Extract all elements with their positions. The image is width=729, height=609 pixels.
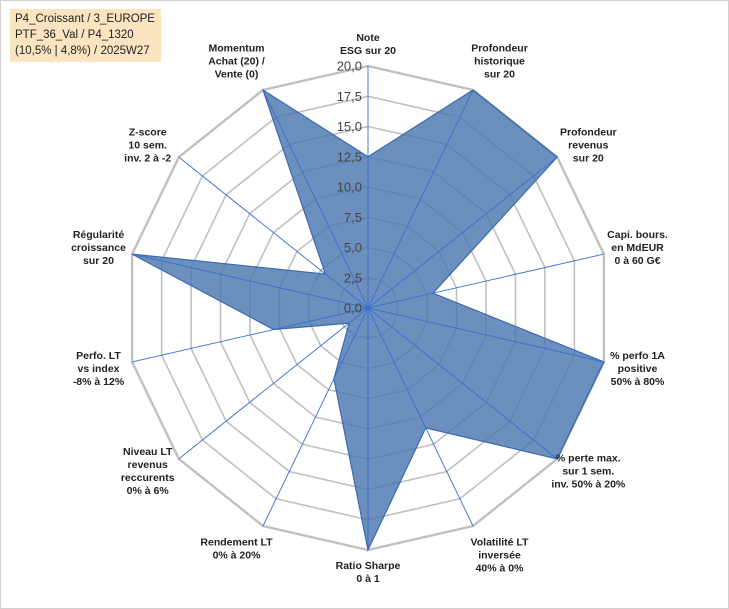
- axis-label-line: Rendement LT: [200, 537, 273, 549]
- axis-label-line: inv. 2 à -2: [124, 153, 171, 165]
- axis-label-line: sur 20: [573, 153, 604, 165]
- spoke-line: [367, 307, 558, 460]
- axis-label-line: % perte max.: [556, 453, 621, 465]
- axis-label-line: Profondeur: [560, 127, 617, 139]
- tick-label: 10,0: [337, 180, 362, 195]
- tick-label: 0,0: [344, 301, 362, 316]
- axis-label-line: Volatilité LT: [471, 537, 530, 549]
- axis-label: Momentum Achat (20) / Vente (0): [208, 42, 265, 80]
- axis-label: Profondeur historique sur 20: [471, 42, 528, 80]
- spoke-line: [367, 89, 474, 309]
- info-box: P4_Croissant / 3_EUROPE PTF_36_Val / P4_…: [10, 9, 161, 62]
- axis-label-line: positive: [618, 363, 658, 375]
- axis-label: Capi. bours. en MdEUR 0 à 60 G€: [607, 229, 668, 267]
- axis-label-line: 10 sem.: [128, 140, 167, 152]
- axis-label-line: ESG sur 20: [340, 45, 396, 57]
- axis-label-line: Régularité: [73, 229, 125, 241]
- spoke-line: [367, 307, 605, 363]
- spoke-line: [367, 307, 474, 527]
- tick-label: 20,0: [337, 59, 362, 74]
- axis-label-line: revenus: [568, 140, 608, 152]
- axis-label-line: Achat (20) /: [208, 55, 265, 67]
- tick-label: 17,5: [337, 89, 362, 104]
- axis-label-line: Ratio Sharpe: [336, 560, 401, 572]
- axis-label-line: inversée: [478, 550, 521, 562]
- spoke-line: [178, 307, 369, 460]
- axis-label: Rendement LT 0% à 20%: [200, 537, 273, 562]
- spoke-line: [178, 156, 369, 309]
- spoke-line: [262, 89, 369, 309]
- axis-label-line: reccurents: [121, 472, 175, 484]
- axis-label-line: sur 1 sem.: [562, 466, 614, 478]
- tick-label: 15,0: [337, 119, 362, 134]
- axis-label: Volatilité LT inversée 40% à 0%: [471, 537, 530, 575]
- axis-label: Perfo. LT vs index -8% à 12%: [73, 350, 125, 388]
- axis-label-line: Capi. bours.: [607, 229, 668, 241]
- axis-label-line: 40% à 0%: [476, 563, 525, 575]
- info-line-1: P4_Croissant / 3_EUROPE: [15, 13, 155, 25]
- axis-label-line: croissance: [71, 242, 126, 254]
- axis-label-line: Note: [356, 32, 379, 44]
- tick-label: 12,5: [337, 149, 362, 164]
- spokes: [131, 66, 605, 550]
- axis-label-line: vs index: [77, 363, 119, 375]
- tick-label: 5,0: [344, 240, 362, 255]
- tick-label: 7,5: [344, 210, 362, 225]
- tick-labels: 0,0 2,5 5,0 7,5 10,0 12,5 15,0 17,5 20,0: [337, 59, 362, 316]
- axis-label-line: historique: [474, 55, 525, 67]
- axis-label-line: 0 à 60 G€: [614, 255, 660, 267]
- info-line-3: (10,5% | 4,8%) / 2025W27: [15, 45, 150, 57]
- axis-label: % perfo 1A positive 50% à 80%: [610, 350, 665, 388]
- axis-label-line: Niveau LT: [123, 446, 173, 458]
- axis-label-line: sur 20: [83, 255, 114, 267]
- axis-label-line: Vente (0): [215, 68, 259, 80]
- info-line-2: PTF_36_Val / P4_1320: [15, 29, 134, 41]
- spoke-line: [367, 253, 605, 309]
- axis-label: Niveau LT revenus reccurents 0% à 6%: [121, 446, 175, 497]
- axis-label-line: -8% à 12%: [73, 376, 125, 388]
- spoke-line: [262, 307, 369, 527]
- spoke-line: [131, 253, 369, 309]
- axis-label: Régularité croissance sur 20: [71, 229, 126, 267]
- axis-label-line: revenus: [128, 459, 168, 471]
- axis-label-line: Profondeur: [471, 42, 528, 54]
- axis-labels: Note ESG sur 20 Profondeur historique sur 20…: [71, 32, 668, 585]
- axis-label-line: % perfo 1A: [610, 350, 665, 362]
- axis-label-line: Perfo. LT: [76, 350, 121, 362]
- axis-label-line: 50% à 80%: [611, 376, 665, 388]
- spoke-line: [367, 156, 558, 309]
- axis-label-line: Z-score: [129, 127, 167, 139]
- axis-label: Z-score 10 sem. inv. 2 à -2: [124, 127, 171, 165]
- spoke-line: [131, 307, 369, 363]
- axis-label-line: 0 à 1: [356, 573, 380, 585]
- axis-label: Note ESG sur 20: [340, 32, 396, 57]
- axis-label-line: 0% à 20%: [213, 550, 262, 562]
- axis-label-line: 0% à 6%: [127, 485, 170, 497]
- axis-label-line: sur 20: [484, 68, 515, 80]
- axis-label-line: en MdEUR: [611, 242, 664, 254]
- tick-label: 2,5: [344, 270, 362, 285]
- axis-label: % perte max. sur 1 sem. inv. 50% à 20%: [551, 453, 626, 491]
- axis-label-line: Momentum: [209, 42, 265, 54]
- axis-label-line: inv. 50% à 20%: [551, 479, 626, 491]
- axis-label: Ratio Sharpe 0 à 1: [336, 560, 401, 585]
- axis-label: Profondeur revenus sur 20: [560, 127, 617, 165]
